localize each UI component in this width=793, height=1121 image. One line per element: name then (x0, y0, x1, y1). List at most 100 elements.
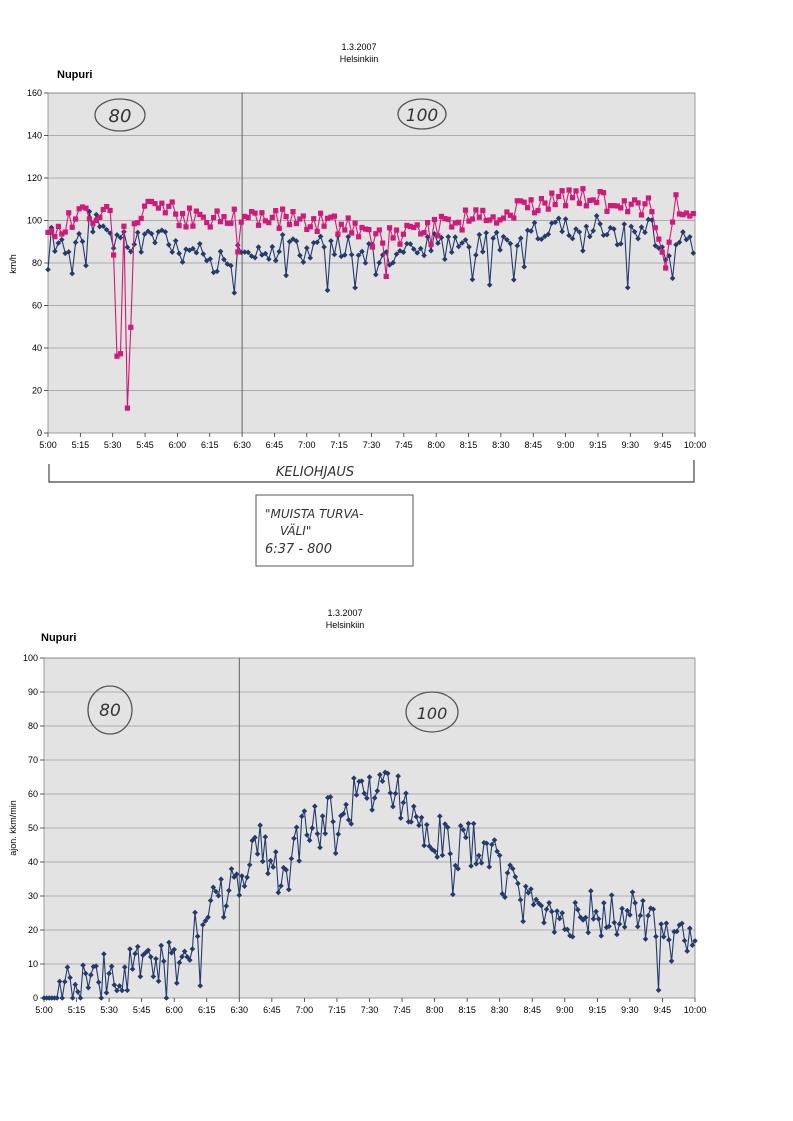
y-tick-label: 120 (27, 173, 42, 183)
y-tick-label: 40 (28, 857, 38, 867)
series-1-point-diamond (606, 923, 612, 930)
series-1-point-diamond (502, 894, 508, 900)
series-1-point-diamond (76, 230, 82, 237)
chart1-date: 1.3.2007 (341, 42, 376, 52)
series-1-point-diamond (486, 282, 493, 288)
series-1-point-diamond (324, 287, 331, 294)
series-1-point-diamond (614, 931, 620, 938)
series-1-point-diamond (246, 862, 253, 868)
x-tick-label: 7:45 (395, 440, 413, 450)
series-2-point-square (128, 324, 134, 330)
series-1-point-diamond (314, 831, 321, 837)
series-1-point-diamond (442, 821, 448, 827)
series-2-point-square (538, 196, 544, 202)
series-1-point-diamond (214, 268, 220, 275)
series-2-point-square (494, 220, 500, 226)
series-1-point-diamond (179, 953, 185, 960)
series-2-point-square (221, 214, 227, 220)
series-1-point-diamond (413, 813, 420, 820)
series-1-point-diamond (56, 978, 63, 985)
series-1-point-diamond (155, 228, 162, 235)
x-tick-label: 5:15 (72, 440, 90, 450)
series-1-point-diamond (683, 236, 690, 243)
series-1-point-diamond (469, 276, 476, 283)
series-1-point-diamond (148, 230, 155, 237)
series-1-point-diamond (400, 249, 407, 255)
series-2-point-square (507, 212, 513, 218)
series-1-point-diamond (77, 995, 84, 1001)
series-2-point-square (680, 212, 686, 218)
series-1-point-diamond (193, 249, 200, 256)
series-1-point-diamond (140, 952, 146, 958)
series-2-point-square (442, 216, 448, 222)
series-1-point-diamond (588, 888, 594, 894)
series-1-point-diamond (493, 229, 500, 236)
x-tick-label: 8:45 (524, 440, 542, 450)
series-2-point-square (683, 210, 689, 216)
series-2-point-square (687, 213, 693, 219)
series-1-point-diamond (618, 240, 624, 247)
y-tick-label: 140 (27, 131, 42, 141)
series-2-point-square (117, 351, 124, 357)
series-1-point-diamond (450, 891, 456, 898)
chart2-y-axis-label: ajon. kkm/min (8, 800, 18, 856)
series-1-point-diamond (134, 943, 141, 950)
keliohjaus-label: KELIOHJAUS (276, 465, 354, 480)
circle-100-shape (405, 691, 459, 733)
series-1-point-diamond (298, 813, 305, 820)
series-1-point-diamond (267, 857, 274, 864)
series-1-point-diamond (147, 954, 154, 960)
series-1-point-diamond (600, 232, 607, 239)
series-1-point-diamond (245, 249, 251, 256)
series-1-point-diamond (460, 827, 467, 833)
series-2-point-square (583, 203, 589, 209)
circle-80-shape (87, 685, 133, 735)
series-1-point-diamond (249, 837, 256, 844)
series-2-point-square (83, 205, 89, 211)
series-2-point-square (190, 223, 196, 229)
series-2-point-square (545, 206, 551, 212)
series-1-point-diamond (386, 262, 393, 268)
series-1-point-diamond (300, 259, 307, 265)
series-1-point-diamond (479, 249, 486, 255)
x-tick-label: 5:45 (133, 1005, 151, 1015)
series-1-point-diamond (689, 942, 696, 949)
series-1-point-diamond (192, 909, 198, 916)
series-2-point-square (487, 217, 493, 223)
series-2-point-square (186, 205, 193, 211)
series-1-point-diamond (621, 221, 628, 227)
series-1-point-diamond (470, 820, 477, 827)
series-1-point-diamond (317, 233, 324, 240)
series-1-point-diamond (283, 867, 289, 873)
series-1-point-diamond (397, 815, 404, 821)
series-2-point-square (293, 220, 299, 227)
series-2-point-square (511, 215, 517, 221)
series-1-point-diamond (614, 241, 621, 248)
series-2-point-square (387, 225, 393, 231)
series-1-point-diamond (543, 906, 550, 913)
series-2-point-square (535, 207, 541, 214)
circle-100-shape (397, 98, 447, 130)
y-tick-label: 100 (27, 216, 42, 226)
series-1-point-diamond (252, 254, 258, 261)
series-1-point-diamond (269, 243, 276, 250)
series-1-point-diamond (111, 982, 118, 988)
series-2-point-square (449, 224, 455, 230)
series-1-point-diamond (276, 248, 282, 255)
series-1-point-diamond (462, 237, 469, 243)
series-2-point-square (148, 198, 155, 205)
series-1-point-diamond (627, 912, 633, 918)
series-1-point-diamond (310, 239, 317, 246)
series-1-point-diamond (124, 987, 131, 994)
series-2-point-square (604, 208, 610, 214)
series-1-point-diamond (531, 219, 538, 226)
series-1-point-diamond (272, 849, 279, 855)
series-1-point-diamond (353, 792, 360, 798)
series-2-point-square (635, 200, 641, 206)
series-1-point-diamond (168, 950, 175, 956)
series-2-point-square (197, 211, 203, 217)
series-1-point-diamond (69, 270, 75, 277)
series-1-point-diamond (101, 951, 107, 957)
series-1-point-diamond (489, 841, 495, 848)
series-2-point-square (504, 209, 510, 215)
